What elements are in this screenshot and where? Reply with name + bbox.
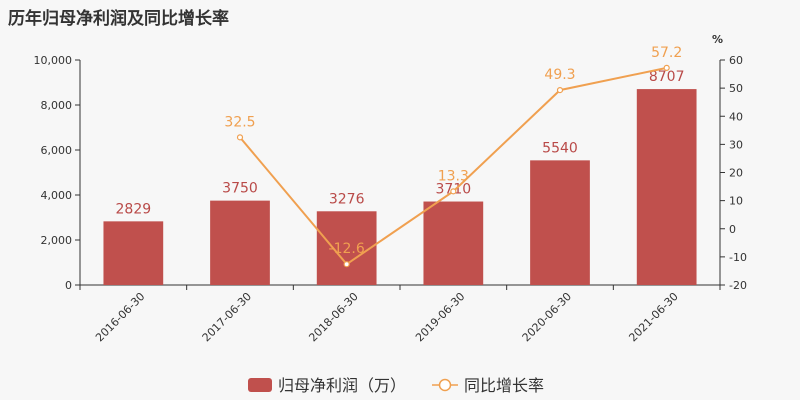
y-tick-label-right: 0 (729, 223, 736, 236)
line-point (556, 86, 564, 94)
y-tick-label-left: 4,000 (41, 189, 73, 202)
line-point (450, 188, 457, 195)
line-data-label: 32.5 (224, 114, 255, 130)
bar (423, 201, 484, 285)
legend-swatch-line-marker (438, 378, 452, 392)
x-tick-label: 2016-06-30 (93, 290, 147, 344)
line-data-label: 49.3 (544, 67, 575, 83)
legend-swatch-bar (248, 378, 272, 392)
y-tick-label-right: -20 (729, 279, 747, 292)
legend-label-bar: 归母净利润（万） (278, 376, 406, 395)
y-tick-label-left: 2,000 (41, 234, 73, 247)
y-tick-label-right: 10 (729, 195, 743, 208)
bar (103, 221, 164, 285)
x-tick-label: 2020-06-30 (520, 290, 574, 344)
y2-axis-unit: % (712, 33, 723, 46)
bar-data-label: 3276 (329, 191, 365, 207)
bar (210, 200, 270, 285)
y-tick-label-right: 30 (729, 138, 743, 151)
x-tick-label: 2018-06-30 (306, 290, 360, 344)
x-tick-label: 2019-06-30 (413, 290, 467, 344)
bar-data-label: 8707 (649, 69, 685, 85)
line-data-label: -12.6 (329, 241, 365, 257)
line-point (236, 134, 244, 141)
bar (316, 211, 377, 285)
y-tick-label-right: 50 (729, 82, 743, 95)
legend-label-line: 同比增长率 (464, 376, 544, 395)
y-tick-label-left: 6,000 (41, 144, 73, 157)
bar (636, 89, 697, 285)
x-tick-label: 2021-06-30 (626, 290, 680, 344)
bar-data-label: 3750 (222, 181, 258, 197)
y-tick-label-left: 10,000 (34, 54, 73, 67)
y-tick-label-right: 60 (729, 54, 743, 67)
y-tick-label-right: 40 (729, 110, 743, 123)
bar-data-label: 5540 (542, 140, 578, 156)
y-tick-label-left: 8,000 (41, 99, 73, 112)
x-tick-label: 2017-06-30 (200, 290, 254, 344)
y-tick-label-right: -10 (729, 251, 747, 264)
y-tick-label-left: 0 (65, 279, 72, 292)
chart-title: 历年归母净利润及同比增长率 (8, 9, 229, 29)
bar (530, 160, 590, 285)
line-point (343, 261, 350, 268)
y-tick-label-right: 20 (729, 167, 743, 180)
bar-data-label: 2829 (116, 201, 152, 217)
line-point (663, 64, 670, 71)
line-data-label: 13.3 (438, 168, 469, 184)
line-data-label: 57.2 (651, 45, 682, 61)
